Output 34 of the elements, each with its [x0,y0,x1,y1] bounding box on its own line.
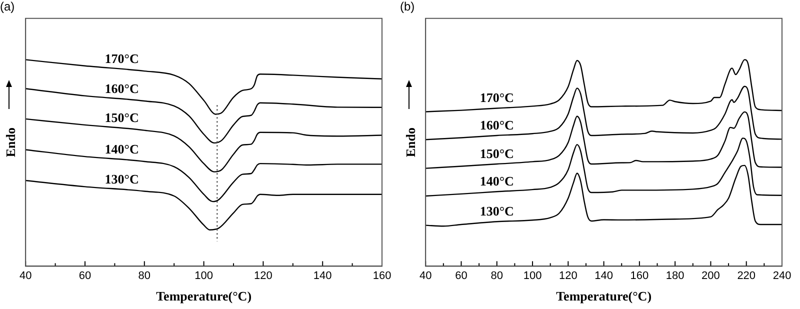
series-label: 160°C [480,117,514,132]
x-tick-label: 100 [194,270,213,282]
x-tick-label: 140 [594,270,613,282]
x-tick-label: 180 [666,270,684,282]
x-tick-label: 220 [737,270,756,282]
y-axis-title: Endo [3,127,18,158]
x-tick-label: 160 [630,270,649,282]
series-label: 170°C [480,90,514,106]
x-tick-label: 200 [702,270,720,282]
chart-title: (b) [400,0,415,14]
series-label: 130°C [480,203,514,218]
x-tick-label: 120 [254,270,272,282]
series-label: 150°C [104,110,139,126]
x-tick-label: 80 [138,270,151,282]
x-tick-label: 40 [419,270,432,282]
x-tick-label: 240 [772,270,792,282]
series-label: 150°C [480,146,514,161]
x-tick-label: 80 [490,270,504,282]
x-tick-label: 120 [558,270,578,282]
x-tick-label: 140 [313,270,332,282]
series-label: 170°C [104,50,139,66]
x-tick-label: 60 [455,270,468,282]
x-tick-label: 60 [78,270,92,282]
x-axis-title: Temperature(°C) [156,288,252,304]
series-label: 160°C [104,80,139,96]
x-tick-label: 40 [19,270,32,282]
series-label: 140°C [104,141,139,156]
x-tick-label: 100 [523,270,542,282]
series-label: 140°C [480,174,514,189]
y-axis-title: Endo [403,127,418,158]
chart-title: (a) [0,0,15,14]
series-label: 130°C [104,171,139,186]
x-tick-label: 160 [372,270,392,282]
x-axis-title: Temperature(°C) [556,288,652,304]
